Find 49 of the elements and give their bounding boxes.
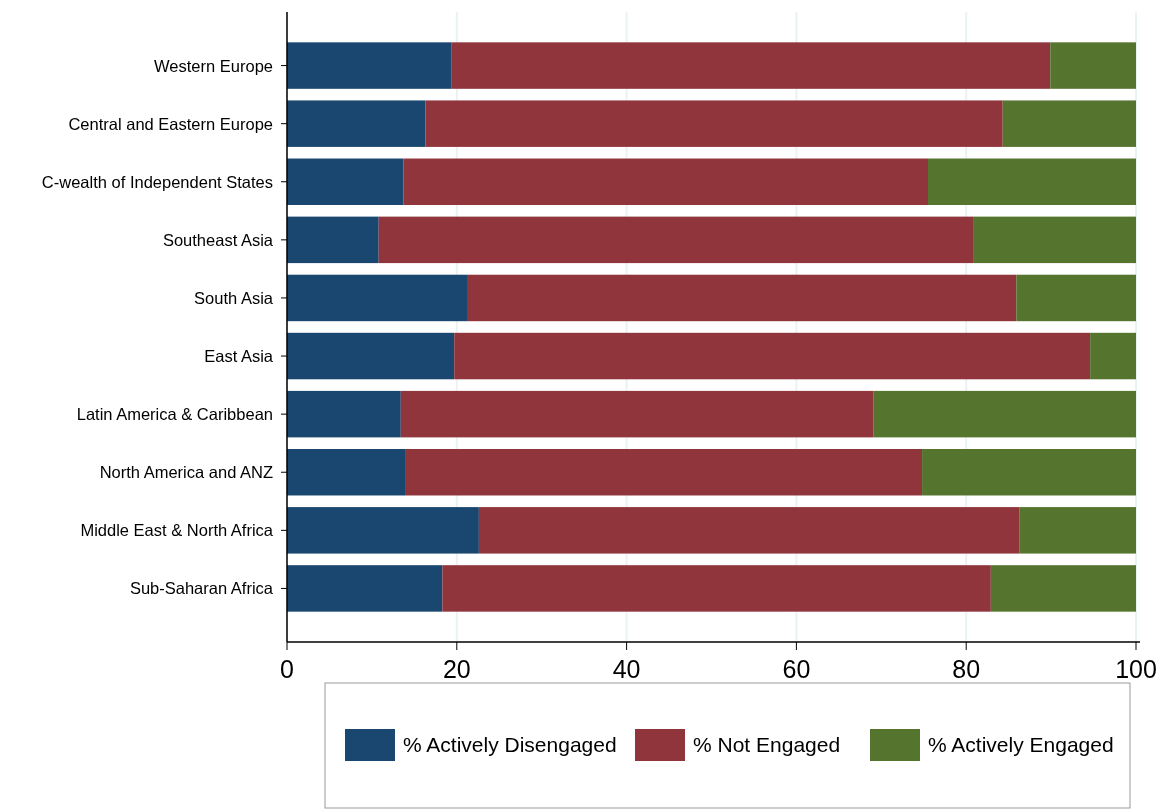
bar bbox=[1090, 332, 1136, 380]
y-tick-label: Southeast Asia bbox=[162, 230, 274, 249]
bar bbox=[1016, 274, 1136, 322]
x-tick-label: 60 bbox=[782, 655, 811, 683]
y-tick-label: East Asia bbox=[204, 347, 274, 366]
bar bbox=[400, 390, 874, 438]
x-tick-label: 20 bbox=[442, 655, 471, 683]
x-tick-label: 40 bbox=[612, 655, 641, 683]
legend-label: % Actively Disengaged bbox=[403, 733, 617, 756]
x-tick-label: 100 bbox=[1115, 655, 1157, 683]
bar bbox=[928, 158, 1136, 205]
x-tick-label: 80 bbox=[952, 655, 981, 683]
bar bbox=[287, 100, 426, 147]
bar bbox=[287, 565, 443, 612]
bar bbox=[425, 100, 1003, 147]
y-tick-label: Central and Eastern Europe bbox=[68, 114, 273, 133]
bar bbox=[1002, 100, 1136, 147]
y-tick-label: C-wealth of Independent States bbox=[41, 172, 273, 191]
bar bbox=[1019, 507, 1136, 554]
bar bbox=[287, 216, 379, 264]
bar bbox=[403, 158, 928, 205]
bar bbox=[466, 274, 1017, 322]
x-tick-label: 0 bbox=[280, 655, 294, 683]
bar bbox=[378, 216, 974, 264]
bar bbox=[287, 332, 455, 380]
legend-label: % Actively Engaged bbox=[928, 733, 1114, 756]
bar bbox=[287, 42, 452, 89]
bar bbox=[287, 390, 401, 438]
bar bbox=[873, 390, 1136, 438]
y-tick-label: South Asia bbox=[194, 288, 274, 307]
bar bbox=[405, 449, 923, 496]
bar bbox=[442, 565, 991, 612]
bar bbox=[287, 274, 467, 322]
y-tick-label: North America and ANZ bbox=[99, 463, 273, 482]
bar bbox=[454, 332, 1091, 380]
bar bbox=[287, 507, 479, 554]
bar bbox=[478, 507, 1020, 554]
y-tick-label: Middle East & North Africa bbox=[80, 521, 274, 540]
y-tick-label: Latin America & Caribbean bbox=[76, 405, 273, 424]
bar bbox=[451, 42, 1051, 89]
bar bbox=[973, 216, 1136, 264]
y-tick-label: Sub-Saharan Africa bbox=[129, 579, 274, 598]
bar bbox=[990, 565, 1136, 612]
bar bbox=[287, 449, 406, 496]
bar bbox=[1050, 42, 1136, 89]
bar bbox=[287, 158, 404, 205]
bar bbox=[922, 449, 1136, 496]
y-tick-label: Western Europe bbox=[154, 56, 273, 75]
legend-label: % Not Engaged bbox=[693, 733, 841, 756]
